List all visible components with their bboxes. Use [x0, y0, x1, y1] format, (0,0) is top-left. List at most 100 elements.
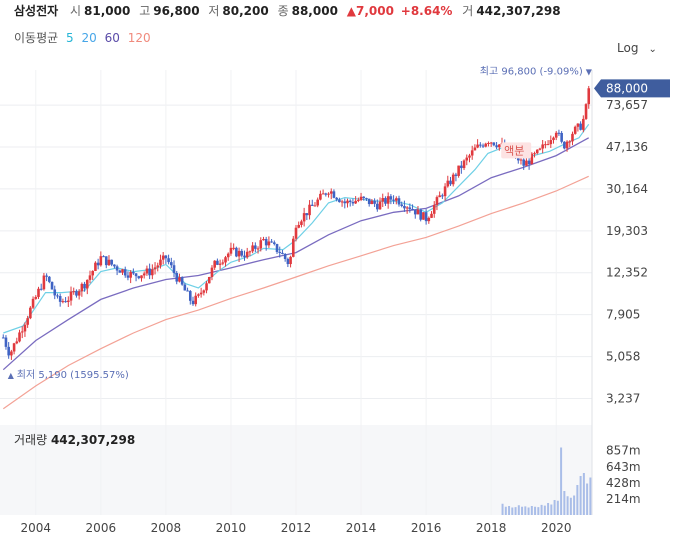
candle-body — [329, 191, 333, 194]
candle-body — [50, 281, 54, 290]
volume-title-text: 거래량 — [14, 433, 48, 447]
volume-bar — [576, 485, 579, 515]
candle-body — [392, 199, 395, 201]
candle-body — [126, 275, 130, 278]
y-tick-label: 5,058 — [606, 350, 640, 364]
candle-body — [281, 252, 284, 254]
candle-body — [235, 247, 238, 257]
candle-body — [61, 301, 65, 303]
candle-body — [473, 147, 477, 151]
candle-body — [270, 241, 273, 243]
candle-body — [188, 291, 192, 301]
candle-body — [224, 257, 227, 263]
volume-bar — [573, 495, 576, 515]
volume-title-value: 442,307,298 — [50, 433, 136, 447]
change-value: ▲7,000 — [346, 4, 394, 18]
candle-body — [48, 276, 51, 282]
candle-body — [161, 255, 165, 260]
candle-body — [7, 346, 10, 356]
candle-body — [121, 269, 124, 273]
candle-body — [533, 153, 536, 155]
volume-bar — [556, 500, 559, 515]
candle-body — [449, 180, 452, 185]
candle-body — [487, 142, 490, 144]
y-tick-label: 12,352 — [606, 266, 648, 280]
moving-average-legend: 이동평균 5 20 60 120 — [14, 29, 155, 46]
candle-body — [110, 259, 113, 265]
candle-body — [123, 269, 127, 276]
candle-body — [465, 157, 469, 161]
ma-20-legend[interactable]: 20 — [81, 31, 97, 45]
candle-body — [53, 289, 57, 296]
candle-body — [1, 337, 5, 339]
volume-bar — [514, 507, 517, 515]
candle-body — [226, 253, 230, 258]
x-tick-label: 2014 — [346, 521, 377, 535]
candle-body — [324, 193, 328, 195]
candle-body — [535, 149, 539, 154]
x-tick-label: 2016 — [411, 521, 442, 535]
candle-body — [335, 197, 338, 200]
ma-5-legend[interactable]: 5 — [66, 31, 74, 45]
candle-body — [310, 204, 314, 206]
candle-body — [497, 144, 501, 148]
candle-body — [12, 343, 16, 352]
y-tick-label: 73,657 — [606, 98, 648, 112]
candle-body — [582, 118, 585, 130]
candle-body — [373, 200, 376, 204]
candle-body — [530, 153, 534, 165]
change-percent: +8.64% — [400, 4, 453, 18]
candle-body — [129, 271, 132, 278]
volume-bar — [501, 503, 504, 515]
candle-body — [492, 142, 496, 146]
candle-body — [522, 159, 525, 166]
candle-body — [72, 291, 76, 293]
candle-body — [300, 221, 303, 225]
candle-body — [346, 200, 349, 204]
candle-body — [411, 209, 414, 211]
ma-120-legend[interactable]: 120 — [127, 31, 151, 45]
candle-body — [283, 253, 287, 259]
candle-body — [573, 126, 577, 134]
candle-body — [340, 201, 344, 203]
high-value: 96,800 — [153, 4, 200, 18]
candle-body — [441, 195, 444, 197]
max-marker-icon: ▼ — [586, 67, 593, 76]
candle-body — [443, 186, 447, 197]
candle-body — [308, 204, 311, 216]
candle-body — [549, 140, 553, 145]
candle-body — [69, 291, 73, 301]
ma-60-legend[interactable]: 60 — [104, 31, 120, 45]
min-price-annotation: 최저 5,190 (1595.57%) — [17, 369, 129, 381]
candle-body — [316, 199, 319, 206]
candle-body — [273, 242, 276, 245]
candle-body — [180, 277, 184, 285]
volume-value: 442,307,298 — [476, 4, 561, 18]
candle-body — [381, 198, 385, 202]
candle-body — [262, 238, 265, 241]
candle-body — [213, 260, 216, 268]
candle-body — [338, 199, 341, 203]
low-value: 80,200 — [222, 4, 269, 18]
candle-body — [42, 275, 46, 290]
volume-bar — [550, 504, 553, 515]
candle-body — [468, 155, 471, 158]
volume-bar — [534, 506, 537, 515]
low-label: 저 — [208, 4, 220, 18]
candle-body — [178, 277, 181, 282]
candle-body — [446, 180, 450, 187]
candle-body — [199, 292, 203, 295]
candle-body — [351, 202, 355, 204]
candle-body — [460, 165, 463, 169]
candle-body — [99, 256, 103, 266]
candle-body — [256, 248, 260, 250]
current-price-label: 88,000 — [606, 81, 648, 95]
candle-body — [376, 203, 379, 210]
candle-body — [259, 240, 263, 249]
volume-bar — [508, 506, 511, 515]
candle-body — [286, 258, 290, 265]
candle-body — [183, 284, 187, 291]
candle-body — [413, 209, 417, 215]
scale-selector[interactable]: Log ⌄ — [617, 41, 657, 55]
